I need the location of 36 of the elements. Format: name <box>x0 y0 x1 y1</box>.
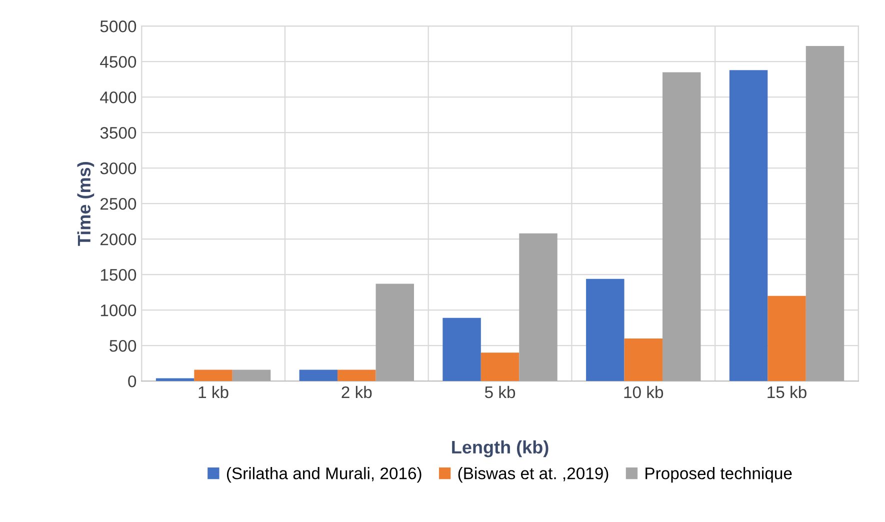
y-axis-title: Time (ms) <box>77 162 94 246</box>
bar <box>586 278 624 382</box>
y-tick-label: 2000 <box>100 233 136 246</box>
y-tick-label: 1000 <box>100 304 136 316</box>
x-tick-label: 15 kb <box>768 386 806 398</box>
y-tick-label: 500 <box>110 340 136 352</box>
y-tick-label: 0 <box>128 375 136 388</box>
legend-label: Proposed technique <box>646 467 792 483</box>
legend-label: (Biswas et at. ,2019) <box>458 467 608 483</box>
bar <box>442 318 481 382</box>
bar <box>376 284 414 382</box>
bar <box>729 70 768 382</box>
bar <box>299 370 338 382</box>
y-tick-label: 3500 <box>100 126 136 139</box>
bar <box>806 46 844 382</box>
bar <box>232 370 271 382</box>
bar <box>519 233 558 382</box>
bar <box>338 370 376 382</box>
legend-label: (Srilatha and Murali, 2016) <box>226 467 422 483</box>
bar <box>156 378 194 382</box>
x-tick-label: 10 kb <box>624 386 664 398</box>
y-tick-label: 5000 <box>100 20 136 32</box>
y-tick-label: 1500 <box>100 268 136 281</box>
bar <box>624 338 663 382</box>
bar <box>480 352 520 382</box>
bar <box>194 370 232 382</box>
bar <box>768 296 806 382</box>
y-tick-label: 2500 <box>100 198 136 210</box>
y-tick-label: 3000 <box>100 162 136 174</box>
x-axis-title: Length (kb) <box>452 440 548 458</box>
x-tick-label: 5 kb <box>484 386 516 398</box>
y-tick-label: 4500 <box>100 56 136 68</box>
x-tick-label: 1 kb <box>198 386 228 398</box>
bar <box>662 72 701 382</box>
x-tick-label: 2 kb <box>342 386 372 398</box>
y-tick-label: 4000 <box>100 91 136 104</box>
